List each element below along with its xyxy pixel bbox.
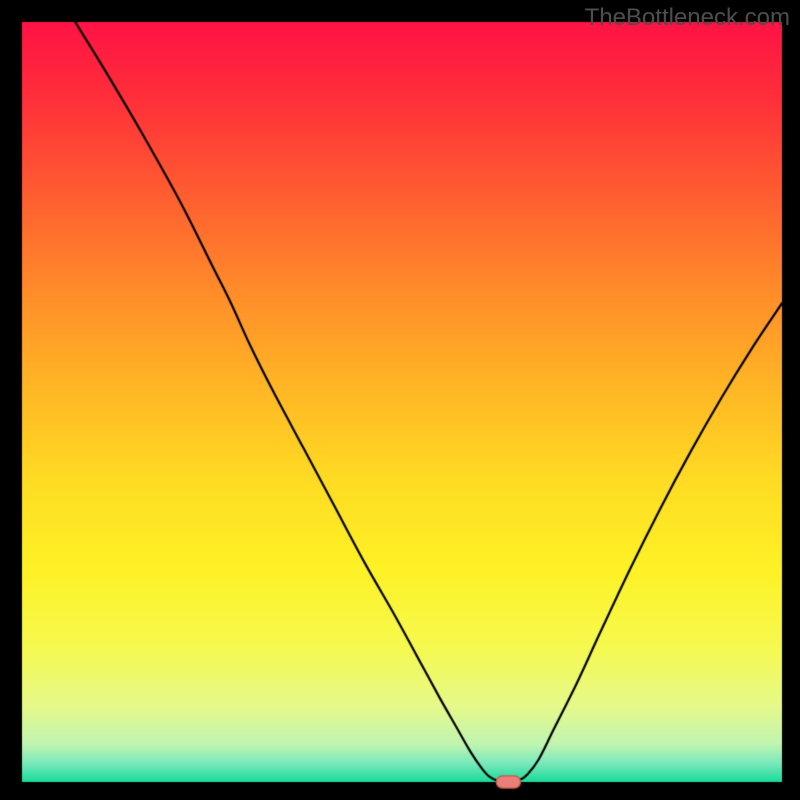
chart-stage: TheBottleneck.com — [0, 0, 800, 800]
bottleneck-curve-chart — [0, 0, 800, 800]
